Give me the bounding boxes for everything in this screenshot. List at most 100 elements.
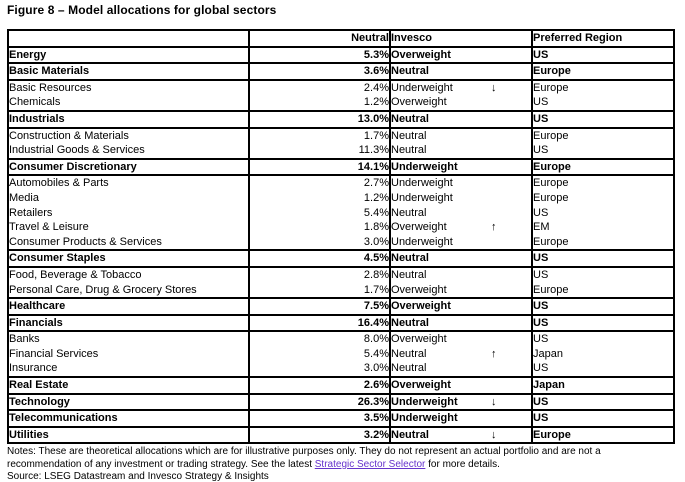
invesco-stance-cell: Neutral bbox=[389, 205, 532, 221]
invesco-stance-cell: Neutral ↑ bbox=[389, 346, 532, 362]
invesco-stance-label: Neutral bbox=[391, 112, 429, 125]
invesco-stance-cell: Neutral bbox=[389, 143, 532, 159]
industry-row: Financial Services 5.4% Neutral ↑ Japan bbox=[8, 346, 674, 362]
preferred-region-cell: US bbox=[531, 95, 674, 111]
sector-name-cell: Industrials bbox=[9, 112, 65, 125]
invesco-stance-cell: Underweight bbox=[389, 175, 532, 191]
invesco-stance-label: Neutral bbox=[391, 362, 427, 375]
invesco-stance-label: Underweight bbox=[391, 177, 453, 190]
preferred-region-cell: Europe bbox=[531, 158, 674, 176]
neutral-weight-cell: 3.0% bbox=[248, 361, 390, 378]
preferred-region-cell: US bbox=[531, 314, 674, 332]
invesco-stance-cell: Neutral bbox=[389, 110, 532, 128]
sector-name-cell: Media bbox=[9, 191, 39, 204]
industry-row: Retailers 5.4% Neutral US bbox=[8, 205, 674, 221]
neutral-weight-cell: 3.5% bbox=[248, 410, 390, 427]
sector-name-cell: Retailers bbox=[9, 206, 53, 219]
invesco-stance-label: Neutral bbox=[391, 65, 429, 78]
preferred-region-cell: Europe bbox=[531, 282, 674, 299]
sector-row: Utilities 3.2% Neutral ↓ Europe bbox=[8, 426, 674, 444]
preferred-region-cell: Japan bbox=[531, 346, 674, 362]
down-arrow-icon: ↓ bbox=[491, 395, 497, 408]
table-body: Energy 5.3% Overweight US Basic Materials 3.6… bbox=[8, 46, 674, 444]
invesco-stance-label: Underweight bbox=[391, 160, 458, 173]
preferred-region-cell: Europe bbox=[531, 63, 674, 80]
preferred-region-cell: Europe bbox=[531, 234, 674, 251]
industry-row: Banks 8.0% Overweight US bbox=[8, 331, 674, 347]
invesco-stance-label: Neutral bbox=[391, 316, 429, 329]
invesco-stance-label: Neutral bbox=[391, 428, 429, 441]
neutral-weight-cell: 2.6% bbox=[248, 377, 390, 394]
down-arrow-icon: ↓ bbox=[491, 428, 497, 441]
industry-row: Media 1.2% Underweight Europe bbox=[8, 190, 674, 206]
sector-name-cell: Technology bbox=[9, 395, 70, 408]
neutral-weight-cell: 3.2% bbox=[248, 426, 390, 444]
sector-name-cell: Food, Beverage & Tobacco bbox=[9, 268, 142, 281]
sector-row: Consumer Discretionary 14.1% Underweight Eu… bbox=[8, 158, 674, 176]
invesco-stance-cell: Overweight bbox=[389, 282, 532, 299]
col-header-preferred-region: Preferred Region bbox=[531, 30, 674, 47]
neutral-weight-cell: 5.4% bbox=[248, 346, 390, 362]
sector-name-cell: Construction & Materials bbox=[9, 129, 129, 142]
industry-row: Construction & Materials 1.7% Neutral Europ… bbox=[8, 127, 674, 144]
sector-name-cell: Utilities bbox=[9, 428, 49, 441]
sector-row: Energy 5.3% Overweight US bbox=[8, 46, 674, 64]
neutral-weight-cell: 16.4% bbox=[248, 314, 390, 332]
sector-row: Healthcare 7.5% Overweight US bbox=[8, 298, 674, 315]
sector-row: Telecommunications 3.5% Underweight US bbox=[8, 410, 674, 427]
neutral-weight-cell: 1.2% bbox=[248, 190, 390, 206]
sector-name-cell: Insurance bbox=[9, 362, 58, 375]
sector-row: Financials 16.4% Neutral US bbox=[8, 314, 674, 332]
preferred-region-cell: Europe bbox=[531, 175, 674, 191]
sector-name-cell: Real Estate bbox=[9, 379, 69, 392]
invesco-stance-label: Overweight bbox=[391, 283, 447, 296]
sector-name-cell: Chemicals bbox=[9, 96, 61, 109]
notes-part1: Notes: These are theoretical allocations… bbox=[7, 446, 601, 470]
neutral-weight-cell: 2.8% bbox=[248, 266, 390, 283]
preferred-region-cell: Japan bbox=[531, 377, 674, 394]
neutral-weight-cell: 4.5% bbox=[248, 250, 390, 267]
neutral-weight-cell: 5.4% bbox=[248, 205, 390, 221]
preferred-region-cell: US bbox=[531, 110, 674, 128]
industry-row: Chemicals 1.2% Overweight US bbox=[8, 95, 674, 111]
neutral-weight-cell: 1.7% bbox=[248, 127, 390, 144]
invesco-stance-cell: Neutral ↓ bbox=[389, 426, 532, 444]
sector-name-cell: Consumer Staples bbox=[9, 252, 106, 265]
preferred-region-cell: US bbox=[531, 410, 674, 427]
invesco-stance-cell: Overweight bbox=[389, 331, 532, 347]
industry-row: Automobiles & Parts 2.7% Underweight Europe bbox=[8, 175, 674, 191]
preferred-region-cell: US bbox=[531, 205, 674, 221]
invesco-stance-label: Overweight bbox=[391, 379, 451, 392]
preferred-region-cell: Europe bbox=[531, 79, 674, 96]
invesco-stance-label: Overweight bbox=[391, 221, 447, 234]
invesco-stance-label: Underweight bbox=[391, 235, 453, 248]
neutral-weight-cell: 1.7% bbox=[248, 282, 390, 299]
sector-name-cell: Financials bbox=[9, 316, 63, 329]
invesco-stance-cell: Overweight bbox=[389, 377, 532, 394]
invesco-stance-label: Neutral bbox=[391, 206, 427, 219]
sector-name-cell: Banks bbox=[9, 333, 40, 346]
figure-title: Figure 8 – Model allocations for global … bbox=[7, 3, 277, 17]
sector-name-cell: Consumer Products & Services bbox=[9, 235, 162, 248]
invesco-stance-cell: Overweight bbox=[389, 46, 532, 64]
invesco-stance-label: Neutral bbox=[391, 144, 427, 157]
neutral-weight-cell: 11.3% bbox=[248, 143, 390, 159]
notes-part2: for more details. bbox=[425, 458, 500, 470]
col-header-sector bbox=[8, 30, 249, 47]
invesco-stance-label: Neutral bbox=[391, 252, 429, 265]
notes-text: Notes: These are theoretical allocations… bbox=[7, 446, 675, 471]
industry-row: Personal Care, Drug & Grocery Stores 1.7%… bbox=[8, 282, 674, 299]
neutral-weight-cell: 5.3% bbox=[248, 46, 390, 64]
preferred-region-cell: US bbox=[531, 266, 674, 283]
sector-name-cell: Financial Services bbox=[9, 347, 99, 360]
invesco-stance-label: Neutral bbox=[391, 268, 427, 281]
strategic-sector-selector-link[interactable]: Strategic Sector Selector bbox=[314, 458, 426, 470]
neutral-weight-cell: 7.5% bbox=[248, 298, 390, 315]
down-arrow-icon: ↓ bbox=[491, 81, 497, 94]
sector-row: Basic Materials 3.6% Neutral Europe bbox=[8, 63, 674, 80]
sector-name-cell: Industrial Goods & Services bbox=[9, 144, 145, 157]
invesco-stance-cell: Underweight ↓ bbox=[389, 79, 532, 96]
invesco-stance-cell: Neutral bbox=[389, 63, 532, 80]
col-header-neutral: Neutral bbox=[248, 30, 390, 47]
